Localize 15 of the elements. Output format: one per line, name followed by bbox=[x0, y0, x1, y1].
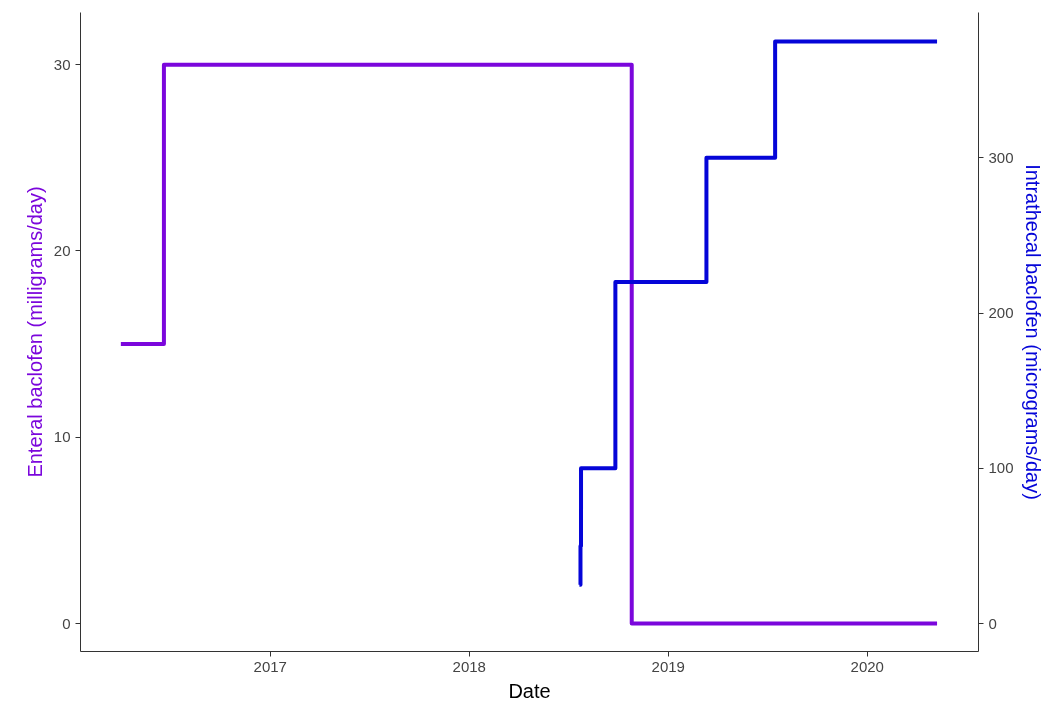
y-tick-label: 20 bbox=[53, 241, 71, 259]
x-axis-title: Date bbox=[508, 679, 551, 702]
x-tick-label: 2019 bbox=[651, 657, 685, 675]
y-axis-title: Enteral baclofen (milligrams/day) bbox=[23, 186, 46, 478]
y2-axis-title: Intrathecal baclofen (micrograms/day) bbox=[1021, 164, 1044, 500]
y2-tick-label: 300 bbox=[988, 148, 1014, 166]
x-tick-label: 2017 bbox=[253, 657, 287, 675]
y2-tick-label: 100 bbox=[988, 459, 1014, 477]
y-tick-label: 0 bbox=[62, 614, 71, 632]
x-tick-label: 2018 bbox=[452, 657, 486, 675]
y-tick-label: 30 bbox=[53, 55, 71, 73]
y2-tick-label: 0 bbox=[988, 614, 997, 632]
y-tick-label: 10 bbox=[53, 428, 71, 446]
x-tick-label: 2020 bbox=[850, 657, 884, 675]
y2-tick-label: 200 bbox=[988, 304, 1014, 322]
